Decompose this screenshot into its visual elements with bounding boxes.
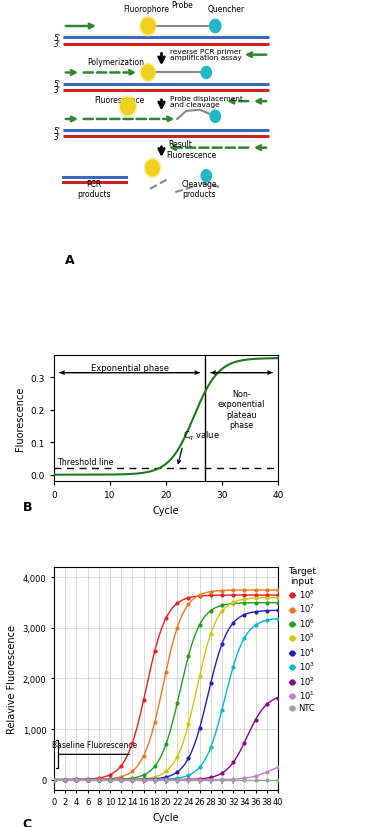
Text: 5': 5'	[54, 34, 61, 42]
Circle shape	[210, 111, 220, 123]
Text: 3': 3'	[54, 133, 61, 141]
Circle shape	[146, 160, 159, 177]
Text: Baseline Fluorescence: Baseline Fluorescence	[52, 740, 137, 748]
Text: 5': 5'	[54, 127, 61, 136]
Text: Cleavage
products: Cleavage products	[182, 179, 217, 199]
Legend: $10^{8}$, $10^{7}$, $10^{6}$, $10^{5}$, $10^{4}$, $10^{3}$, $10^{2}$, $10^{1}$, : $10^{8}$, $10^{7}$, $10^{6}$, $10^{5}$, …	[284, 563, 319, 716]
Text: Fluorescence: Fluorescence	[94, 96, 145, 105]
Y-axis label: Fluorescence: Fluorescence	[15, 386, 25, 451]
Text: Exponential phase: Exponential phase	[91, 364, 169, 373]
X-axis label: Cycle: Cycle	[153, 812, 179, 822]
X-axis label: Cycle: Cycle	[153, 505, 179, 515]
Text: C$_q$ value: C$_q$ value	[183, 430, 220, 442]
Text: Fluorophore: Fluorophore	[123, 5, 169, 13]
Text: Threshold line: Threshold line	[57, 457, 113, 466]
Circle shape	[144, 159, 161, 179]
Text: Fluorescence: Fluorescence	[166, 151, 216, 160]
Circle shape	[201, 170, 212, 183]
Text: Quencher: Quencher	[208, 5, 245, 13]
Text: 3': 3'	[54, 86, 61, 95]
Text: A: A	[65, 254, 75, 267]
Text: Result: Result	[168, 140, 192, 149]
Text: Probe displacement: Probe displacement	[171, 95, 243, 102]
Circle shape	[140, 65, 156, 83]
Y-axis label: Relavive Fluorescence: Relavive Fluorescence	[7, 624, 17, 733]
Text: TaqMan
Probe: TaqMan Probe	[167, 0, 196, 10]
Circle shape	[210, 21, 221, 34]
Text: PCR
products: PCR products	[78, 179, 111, 199]
Text: B: B	[23, 500, 32, 513]
Circle shape	[140, 17, 156, 37]
Circle shape	[119, 97, 137, 117]
Text: 5': 5'	[54, 80, 61, 89]
Circle shape	[141, 19, 155, 35]
Circle shape	[121, 98, 135, 116]
Circle shape	[201, 67, 212, 79]
Text: C: C	[23, 817, 32, 827]
Text: and cleavage: and cleavage	[171, 102, 220, 108]
Text: 3': 3'	[54, 40, 61, 49]
Text: reverse PCR primer: reverse PCR primer	[171, 49, 242, 55]
Text: amplification assay: amplification assay	[171, 55, 242, 61]
Text: Non-
exponential
plateau
phase: Non- exponential plateau phase	[218, 390, 265, 429]
Text: Polymerization: Polymerization	[88, 59, 145, 68]
Circle shape	[142, 66, 154, 81]
